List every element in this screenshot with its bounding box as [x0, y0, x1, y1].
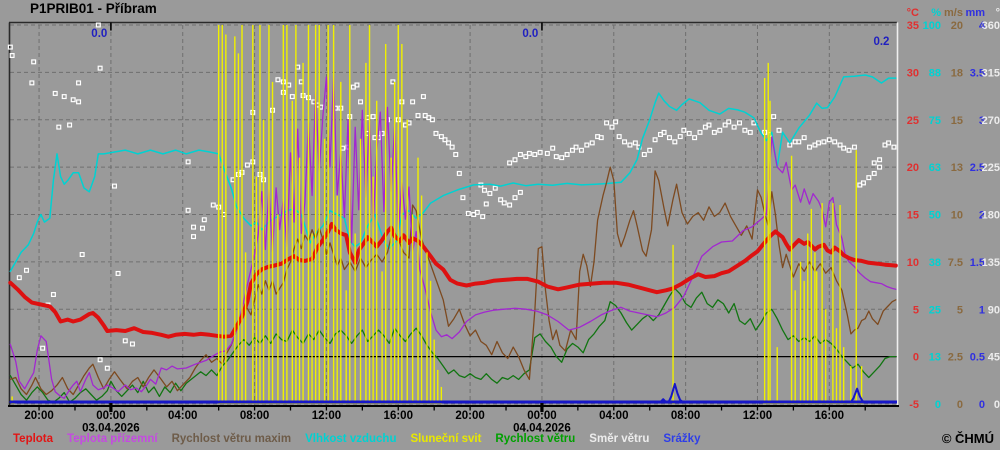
- y-tick-label: 1.5: [970, 257, 985, 269]
- series-teplota: [8, 222, 898, 339]
- y-tick-label: 225: [982, 162, 1000, 174]
- y-tick-label: 50: [929, 210, 941, 222]
- date-label: 03.04.2026: [82, 423, 140, 435]
- y-tick-label: 0: [913, 352, 919, 364]
- x-tick-label: 08:00: [671, 410, 700, 422]
- legend-item-rychlost-vetru-maxim: Rychlost větru maxim: [171, 433, 292, 445]
- daily-precip-totals: 0.0 0.0 0.2: [91, 28, 889, 48]
- series-rychlost-vetru: [9, 287, 897, 403]
- x-tick-label: 16:00: [384, 410, 413, 422]
- y-tick-label: 88: [929, 67, 941, 79]
- y-axis-unit: %: [931, 7, 941, 19]
- y-tick-label: 18: [951, 67, 963, 79]
- legend-item-slunecni-svit: Sluneční svit: [410, 433, 482, 445]
- y-tick-label: 5: [913, 304, 919, 316]
- y-tick-label: 20: [907, 162, 919, 174]
- y-tick-label: -5: [909, 399, 919, 411]
- x-tick-label: 12:00: [743, 410, 772, 422]
- x-tick-label: 20:00: [455, 410, 484, 422]
- y-tick-label: 0: [994, 399, 1000, 411]
- legend-item-smer-vetru: Směr větru: [589, 433, 650, 445]
- y-tick-label: 270: [982, 115, 1000, 127]
- y-tick-label: 0: [935, 399, 941, 411]
- y-axis-labels: °C35302520151050-5%100887563503825130m/s…: [907, 7, 1000, 411]
- series-teplota-prizemni: [9, 74, 897, 399]
- y-tick-label: 20: [951, 20, 963, 32]
- y-tick-label: 45: [988, 352, 1000, 364]
- x-tick-label: 00:00: [96, 410, 125, 422]
- x-tick-label: 12:00: [312, 410, 341, 422]
- x-tick-label: 16:00: [815, 410, 844, 422]
- y-tick-label: 4: [979, 20, 986, 32]
- y-tick-label: 30: [907, 67, 919, 79]
- y-tick-label: 3: [979, 115, 985, 127]
- y-tick-label: 180: [982, 210, 1000, 222]
- legend-item-vlhkost-vzduchu: Vlhkost vzduchu: [305, 433, 397, 445]
- y-axis-unit: mm: [965, 7, 985, 19]
- y-tick-label: 75: [929, 115, 941, 127]
- y-tick-label: 2: [979, 210, 985, 222]
- series-srazky: [9, 383, 897, 404]
- y-tick-label: 15: [907, 210, 919, 222]
- y-tick-label: 360: [982, 20, 1000, 32]
- x-tick-label: 08:00: [240, 410, 269, 422]
- series-smer-vetru: [7, 22, 897, 371]
- y-axis-unit: °C: [907, 7, 919, 19]
- y-tick-label: 15: [951, 115, 963, 127]
- x-tick-label: 04:00: [168, 410, 197, 422]
- y-tick-label: 10: [951, 210, 963, 222]
- precip-total-label: 0.0: [522, 28, 538, 40]
- series-rychlost-vetru-maxim: [9, 166, 897, 396]
- y-tick-label: 13: [951, 162, 963, 174]
- y-tick-label: 135: [982, 257, 1000, 269]
- y-tick-label: 2.5: [948, 352, 963, 364]
- legend-item-teplota: Teplota: [13, 433, 54, 445]
- y-tick-label: 100: [923, 20, 941, 32]
- precip-total-label: 0.0: [91, 28, 107, 40]
- legend-item-teplota-prizemni: Teplota přízemní: [67, 433, 158, 445]
- precip-total-label: 0.2: [873, 36, 889, 48]
- y-tick-label: 35: [907, 20, 919, 32]
- y-tick-label: 0: [979, 399, 985, 411]
- y-tick-label: 63: [929, 162, 941, 174]
- y-tick-label: 1: [979, 304, 985, 316]
- legend-item-srazky: Srážky: [663, 433, 701, 445]
- y-tick-label: 25: [907, 115, 919, 127]
- x-tick-label: 04:00: [599, 410, 628, 422]
- legend: Teplota Teplota přízemní Rychlost větru ma…: [13, 433, 700, 445]
- y-tick-label: 10: [907, 257, 919, 269]
- y-axis-unit: m/s: [944, 7, 963, 19]
- y-tick-label: 315: [982, 67, 1000, 79]
- y-tick-label: 7.5: [948, 257, 963, 269]
- y-tick-label: 2.5: [970, 162, 985, 174]
- y-axis-unit: °: [996, 7, 1000, 19]
- y-tick-label: 25: [929, 304, 941, 316]
- y-tick-label: 38: [929, 257, 941, 269]
- series-slunecni-svit: [11, 25, 864, 404]
- page-title: P1PRIB01 - Příbram: [30, 1, 157, 16]
- y-tick-label: 3.5: [970, 67, 985, 79]
- plot-frame: [8, 21, 899, 406]
- y-tick-label: 90: [988, 304, 1000, 316]
- y-tick-label: 0: [957, 399, 963, 411]
- x-tick-label: 00:00: [527, 410, 556, 422]
- x-axis: 20:00 00:00 04:00 08:00 12:00 16:00 20:00 00:00…: [8, 403, 899, 435]
- copyright-label: © ČHMÚ: [941, 431, 994, 446]
- y-tick-label: 5: [957, 304, 963, 316]
- x-tick-label: 20:00: [24, 410, 53, 422]
- y-tick-label: 13: [929, 352, 941, 364]
- series-vlhkost-vzduchu: [9, 74, 897, 273]
- legend-item-rychlost-vetru: Rychlost větru: [495, 433, 576, 445]
- date-label: 04.04.2026: [513, 423, 571, 435]
- y-tick-label: 0.5: [970, 352, 985, 364]
